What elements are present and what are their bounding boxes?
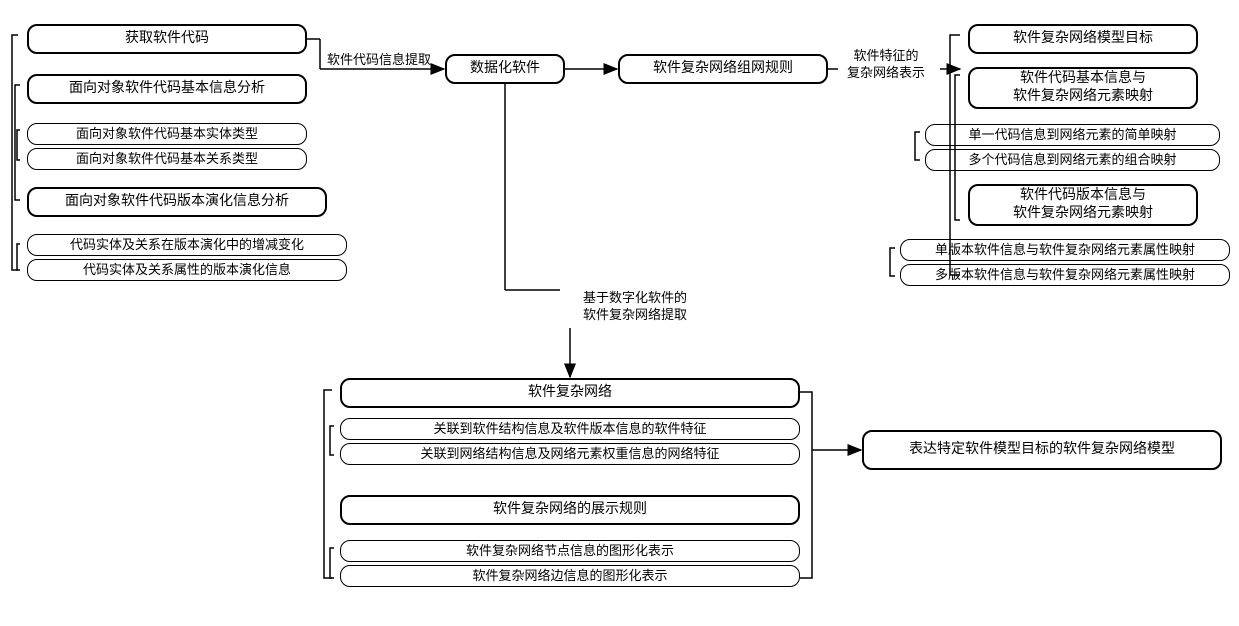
- node-label: 单一代码信息到网络元素的简单映射: [968, 127, 1176, 144]
- node-single-version-mapping: 单版本软件信息与软件复杂网络元素属性映射: [900, 239, 1230, 261]
- node-label: 关联到网络结构信息及网络元素权重信息的网络特征: [420, 446, 719, 463]
- node-display-rules: 软件复杂网络的展示规则: [340, 495, 800, 525]
- node-label: 多版本软件信息与软件复杂网络元素属性映射: [935, 267, 1195, 284]
- node-multi-version-mapping: 多版本软件信息与软件复杂网络元素属性映射: [900, 264, 1230, 286]
- node-software-feature: 关联到软件结构信息及软件版本信息的软件特征: [340, 418, 800, 440]
- node-label: 软件复杂网络组网规则: [653, 60, 793, 78]
- label-text: 基于数字化软件的 软件复杂网络提取: [583, 290, 687, 322]
- node-network-rules: 软件复杂网络组网规则: [618, 54, 828, 84]
- node-label: 面向对象软件代码基本关系类型: [76, 151, 258, 168]
- edge-label-network-extract: 基于数字化软件的 软件复杂网络提取: [560, 290, 710, 324]
- node-edge-graphic: 软件复杂网络边信息的图形化表示: [340, 565, 800, 587]
- edge-label-feature-repr: 软件特征的 复杂网络表示: [836, 48, 936, 82]
- node-final-model: 表达特定软件模型目标的软件复杂网络模型: [862, 430, 1222, 470]
- node-label: 软件复杂网络节点信息的图形化表示: [466, 543, 674, 560]
- node-label: 面向对象软件代码基本信息分析: [69, 80, 265, 98]
- node-model-target: 软件复杂网络模型目标: [968, 24, 1198, 54]
- node-label: 获取软件代码: [125, 30, 209, 48]
- node-acquire-code: 获取软件代码: [27, 24, 307, 54]
- node-label: 软件代码版本信息与 软件复杂网络元素映射: [1013, 187, 1153, 223]
- node-basic-info-mapping: 软件代码基本信息与 软件复杂网络元素映射: [968, 67, 1198, 109]
- node-label: 单版本软件信息与软件复杂网络元素属性映射: [935, 242, 1195, 259]
- node-oo-entity-type: 面向对象软件代码基本实体类型: [27, 123, 307, 145]
- node-label: 数据化软件: [470, 60, 540, 78]
- label-text: 软件代码信息提取: [327, 52, 431, 67]
- node-single-code-mapping: 单一代码信息到网络元素的简单映射: [925, 124, 1220, 146]
- node-node-graphic: 软件复杂网络节点信息的图形化表示: [340, 540, 800, 562]
- node-label: 软件复杂网络边信息的图形化表示: [472, 568, 667, 585]
- node-label: 关联到软件结构信息及软件版本信息的软件特征: [433, 421, 706, 438]
- node-label: 软件复杂网络的展示规则: [493, 501, 647, 519]
- node-label: 软件复杂网络: [528, 384, 612, 402]
- node-oo-basic-analysis: 面向对象软件代码基本信息分析: [27, 74, 307, 104]
- node-label: 面向对象软件代码基本实体类型: [76, 126, 258, 143]
- label-text: 软件特征的 复杂网络表示: [847, 48, 925, 80]
- node-oo-version-analysis: 面向对象软件代码版本演化信息分析: [27, 187, 327, 217]
- node-label: 代码实体及关系在版本演化中的增减变化: [70, 237, 304, 254]
- node-software-complex-network: 软件复杂网络: [340, 378, 800, 408]
- node-label: 表达特定软件模型目标的软件复杂网络模型: [909, 441, 1175, 459]
- node-label: 多个代码信息到网络元素的组合映射: [968, 152, 1176, 169]
- node-oo-relation-type: 面向对象软件代码基本关系类型: [27, 148, 307, 170]
- node-label: 面向对象软件代码版本演化信息分析: [65, 193, 289, 211]
- node-multi-code-mapping: 多个代码信息到网络元素的组合映射: [925, 149, 1220, 171]
- node-label: 软件代码基本信息与 软件复杂网络元素映射: [1013, 70, 1153, 106]
- node-entity-change: 代码实体及关系在版本演化中的增减变化: [27, 234, 347, 256]
- node-digitize-software: 数据化软件: [445, 54, 565, 84]
- node-version-info-mapping: 软件代码版本信息与 软件复杂网络元素映射: [968, 184, 1198, 226]
- node-entity-attr-evolution: 代码实体及关系属性的版本演化信息: [27, 259, 347, 281]
- node-label: 代码实体及关系属性的版本演化信息: [83, 262, 291, 279]
- edge-label-extract: 软件代码信息提取: [314, 52, 444, 69]
- node-label: 软件复杂网络模型目标: [1013, 30, 1153, 48]
- node-network-feature: 关联到网络结构信息及网络元素权重信息的网络特征: [340, 443, 800, 465]
